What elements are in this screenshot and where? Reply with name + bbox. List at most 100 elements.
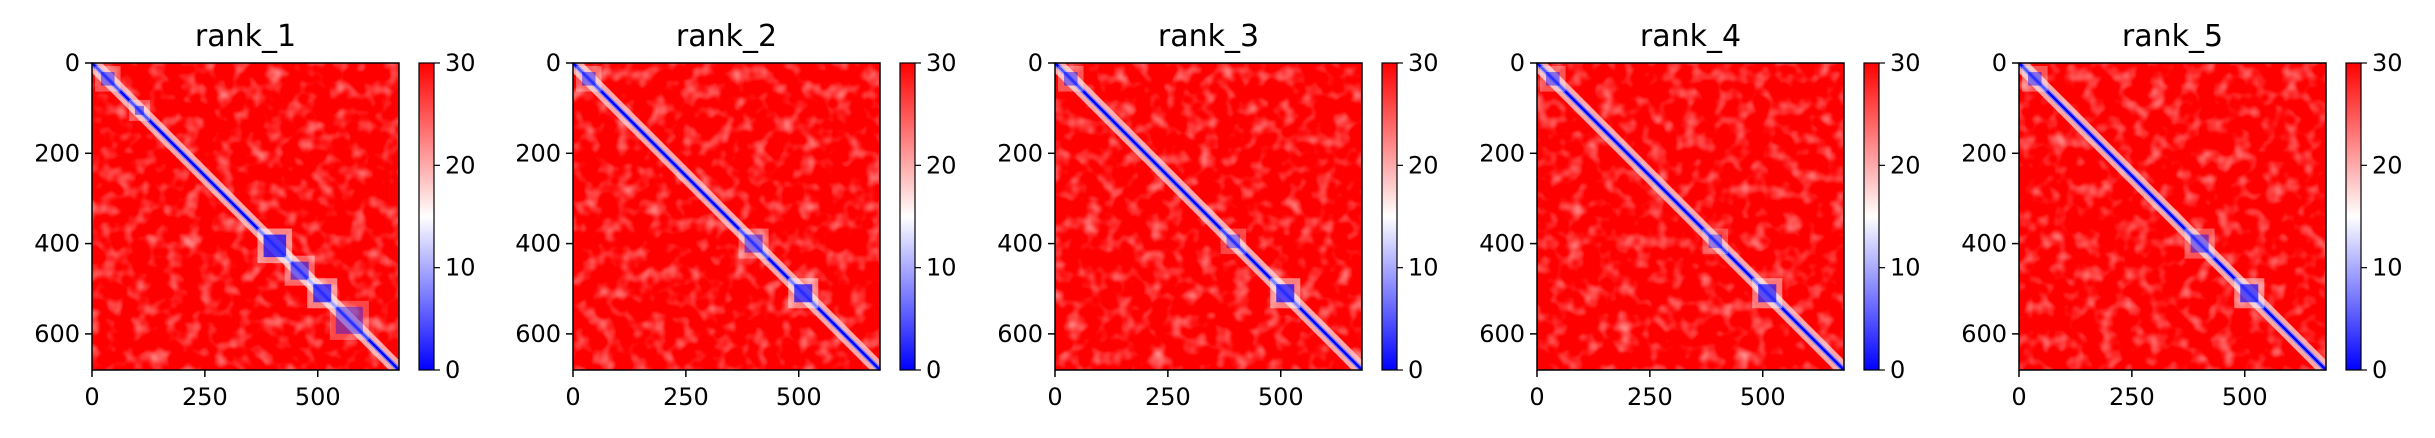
- panel-2: rank_2 0 250 500 0 200 400 600 0 10 20 30: [515, 19, 956, 411]
- domain-block: [101, 72, 115, 86]
- y-tick-label: 600: [34, 320, 80, 348]
- panel-4: rank_4 0 250 500 0 200 400 600 0 10 20 30: [1479, 19, 1920, 411]
- domain-block: [1276, 284, 1295, 303]
- domain-halo: [2184, 228, 2215, 259]
- domain-halo: [329, 300, 369, 340]
- panel-1: rank_1 0 250 500 0 200 400 600 0 10 20 30: [34, 19, 475, 411]
- colorbar-frame: [1381, 62, 1398, 371]
- colorbar-frame: [1863, 62, 1880, 371]
- y-tick-label: 0: [1992, 49, 2007, 77]
- panel-title: rank_4: [1640, 19, 1741, 54]
- domain-block: [2240, 284, 2259, 303]
- colorbar-tick-label: 0: [445, 356, 460, 384]
- colorbar-tick-label: 20: [2372, 151, 2403, 179]
- domain-block: [263, 234, 287, 258]
- colorbar-tick-label: 20: [926, 151, 957, 179]
- domain-block: [2190, 234, 2209, 253]
- y-tick-label: 200: [997, 139, 1043, 167]
- axes-frame: [1054, 62, 1363, 371]
- y-tick-label: 600: [1479, 320, 1525, 348]
- panel-3: rank_3 0 250 500 0 200 400 600 0 10 20 30: [997, 19, 1438, 411]
- domain-halo: [738, 228, 769, 259]
- colorbar-tick-label: 30: [1408, 49, 1439, 77]
- diagonal-line: [2018, 62, 2327, 371]
- domain-block: [335, 306, 363, 334]
- y-tick-label: 200: [515, 139, 561, 167]
- domain-halo: [95, 66, 121, 92]
- colorbar-tick-label: 30: [2372, 49, 2403, 77]
- y-tick-label: 400: [997, 230, 1043, 258]
- domain-halo: [576, 66, 602, 92]
- panel-title: rank_2: [676, 19, 777, 54]
- colorbar-tick-label: 30: [926, 49, 957, 77]
- colorbar-tick-label: 20: [1408, 151, 1439, 179]
- y-tick-label: 0: [65, 49, 80, 77]
- axes-frame: [1536, 62, 1845, 371]
- colorbar-frame: [418, 62, 435, 371]
- axes-frame: [572, 62, 881, 371]
- colorbar-tick-label: 20: [1890, 151, 1921, 179]
- colorbar-tick-label: 0: [2372, 356, 2387, 384]
- colorbar: [2346, 63, 2361, 370]
- y-tick-label: 400: [34, 230, 80, 258]
- domain-block: [1226, 234, 1241, 249]
- domain-block: [1758, 284, 1777, 303]
- y-tick-label: 400: [1479, 230, 1525, 258]
- domain-block: [2028, 72, 2042, 86]
- colorbar-tick-label: 0: [1408, 356, 1423, 384]
- domain-halo: [128, 99, 150, 121]
- x-tick-label: 0: [565, 383, 580, 411]
- colorbar-tick-label: 0: [1890, 356, 1905, 384]
- domain-block: [744, 234, 763, 253]
- domain-block: [1064, 72, 1078, 86]
- diagonal-line: [572, 62, 881, 371]
- x-tick-label: 500: [2222, 383, 2268, 411]
- domain-halo: [1220, 228, 1247, 255]
- x-tick-label: 0: [1047, 383, 1062, 411]
- domain-block: [134, 105, 144, 115]
- colorbar: [419, 63, 434, 370]
- colorbar: [1382, 63, 1397, 370]
- panel-title: rank_5: [2122, 19, 2223, 54]
- domain-halo: [1702, 228, 1729, 255]
- colorbar-tick-label: 10: [1890, 254, 1921, 282]
- x-tick-label: 500: [295, 383, 341, 411]
- y-tick-label: 200: [34, 139, 80, 167]
- colorbar: [900, 63, 915, 370]
- colorbar-tick-label: 10: [2372, 254, 2403, 282]
- domain-halo: [1540, 66, 1566, 92]
- colorbar-tick-label: 0: [926, 356, 941, 384]
- domain-block: [794, 284, 813, 303]
- y-tick-label: 200: [1479, 139, 1525, 167]
- colorbar-tick-label: 10: [1408, 254, 1439, 282]
- x-tick-label: 500: [1740, 383, 1786, 411]
- x-tick-label: 0: [2011, 383, 2026, 411]
- x-tick-label: 0: [1529, 383, 1544, 411]
- y-tick-label: 0: [1028, 49, 1043, 77]
- panel-5: rank_5 0 250 500 0 200 400 600 0 10 20 30: [1961, 19, 2402, 411]
- colorbar-tick-label: 20: [445, 151, 476, 179]
- y-tick-label: 400: [515, 230, 561, 258]
- colorbar-tick-label: 10: [926, 254, 957, 282]
- panel-title: rank_3: [1158, 19, 1259, 54]
- domain-halo: [1058, 66, 1084, 92]
- y-tick-label: 600: [515, 320, 561, 348]
- x-tick-label: 0: [84, 383, 99, 411]
- x-tick-label: 250: [2109, 383, 2155, 411]
- y-tick-label: 0: [1510, 49, 1525, 77]
- domain-block: [1708, 234, 1723, 249]
- y-tick-label: 600: [1961, 320, 2007, 348]
- x-tick-label: 250: [663, 383, 709, 411]
- colorbar-frame: [2345, 62, 2362, 371]
- diagonal-line: [91, 62, 400, 371]
- y-tick-label: 0: [546, 49, 561, 77]
- colorbar-frame: [899, 62, 916, 371]
- x-tick-label: 500: [1258, 383, 1304, 411]
- panel-title: rank_1: [195, 19, 296, 54]
- diagonal-line: [1054, 62, 1363, 371]
- y-tick-label: 400: [1961, 230, 2007, 258]
- x-tick-label: 500: [776, 383, 822, 411]
- colorbar: [1864, 63, 1879, 370]
- domain-block: [582, 72, 596, 86]
